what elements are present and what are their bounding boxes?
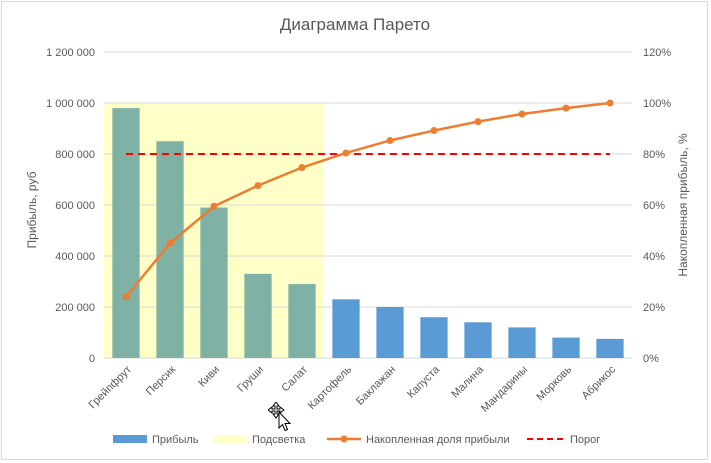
y-tick-label: 400 000 bbox=[55, 251, 95, 263]
y2-tick-label: 0% bbox=[643, 353, 659, 365]
bar bbox=[200, 207, 228, 358]
y2-tick-label: 80% bbox=[643, 149, 665, 161]
bar bbox=[552, 337, 580, 358]
x-tick-label: Баклажан bbox=[354, 364, 398, 408]
bar bbox=[244, 273, 272, 358]
y2-tick-label: 100% bbox=[643, 98, 671, 110]
cumulative-point bbox=[166, 239, 174, 247]
bar bbox=[420, 317, 448, 358]
x-tick-label: Картофель bbox=[306, 363, 355, 412]
y-tick-label: 600 000 bbox=[55, 200, 95, 212]
y-tick-label: 1 000 000 bbox=[46, 98, 95, 110]
bar bbox=[112, 108, 140, 358]
y2-tick-label: 20% bbox=[643, 302, 665, 314]
cumulative-point bbox=[430, 127, 438, 135]
x-tick-label: Грейпфрут bbox=[87, 364, 135, 412]
x-tick-label: Малина bbox=[449, 363, 487, 401]
x-tick-label: Груши bbox=[235, 364, 266, 395]
bar bbox=[288, 284, 316, 358]
cumulative-point bbox=[298, 164, 306, 172]
x-tick-label: Капуста bbox=[405, 363, 443, 401]
move-cursor-icon bbox=[268, 402, 292, 432]
bars bbox=[112, 108, 624, 358]
bar bbox=[376, 307, 404, 358]
y2-tick-label: 120% bbox=[643, 47, 671, 59]
cumulative-line-layer bbox=[122, 99, 614, 301]
legend-swatch-highlight bbox=[213, 435, 247, 443]
legend-label: Порог bbox=[570, 434, 600, 446]
bar bbox=[332, 299, 360, 358]
legend: Прибыль Подсветка Накопленная доля прибыли… bbox=[113, 434, 600, 446]
gridlines bbox=[104, 51, 632, 359]
bar bbox=[156, 141, 184, 358]
cumulative-point bbox=[474, 118, 482, 126]
y2-axis-label: Накопленная прибыль, % bbox=[676, 133, 690, 277]
cumulative-point bbox=[518, 110, 526, 118]
cumulative-point bbox=[122, 293, 130, 301]
y-tick-label: 200 000 bbox=[55, 302, 95, 314]
x-tick-label: Салат bbox=[279, 364, 310, 395]
cumulative-point bbox=[254, 182, 262, 190]
bar bbox=[508, 327, 536, 358]
cumulative-point bbox=[342, 149, 350, 157]
y2-tick-label: 40% bbox=[643, 251, 665, 263]
bar bbox=[464, 322, 492, 358]
cumulative-point bbox=[562, 104, 570, 112]
cumulative-point bbox=[386, 136, 394, 144]
legend-label: Прибыль bbox=[152, 434, 199, 446]
cumulative-point bbox=[210, 202, 218, 210]
y-tick-label: 800 000 bbox=[55, 149, 95, 161]
x-tick-label: Морковь bbox=[534, 363, 574, 403]
y2-tick-label: 60% bbox=[643, 200, 665, 212]
chart-title: Диаграмма Парето bbox=[280, 15, 430, 34]
x-tick-label: Абрикос bbox=[580, 363, 619, 402]
y-tick-label: 1 200 000 bbox=[46, 47, 95, 59]
cumulative-line bbox=[125, 101, 611, 298]
bar bbox=[596, 338, 624, 358]
y-tick-label: 0 bbox=[89, 353, 95, 365]
cumulative-point bbox=[606, 99, 614, 107]
legend-label: Подсветка bbox=[252, 434, 306, 446]
legend-label: Накопленная доля прибыли bbox=[366, 434, 510, 446]
x-tick-label: Мандарины bbox=[479, 364, 530, 415]
x-tick-label: Киви bbox=[196, 364, 222, 390]
legend-swatch-line-marker bbox=[340, 435, 348, 443]
x-tick-label: Персик bbox=[144, 364, 178, 398]
y-axis-label: Прибыль, руб bbox=[25, 171, 39, 248]
legend-swatch-bars bbox=[113, 435, 147, 443]
